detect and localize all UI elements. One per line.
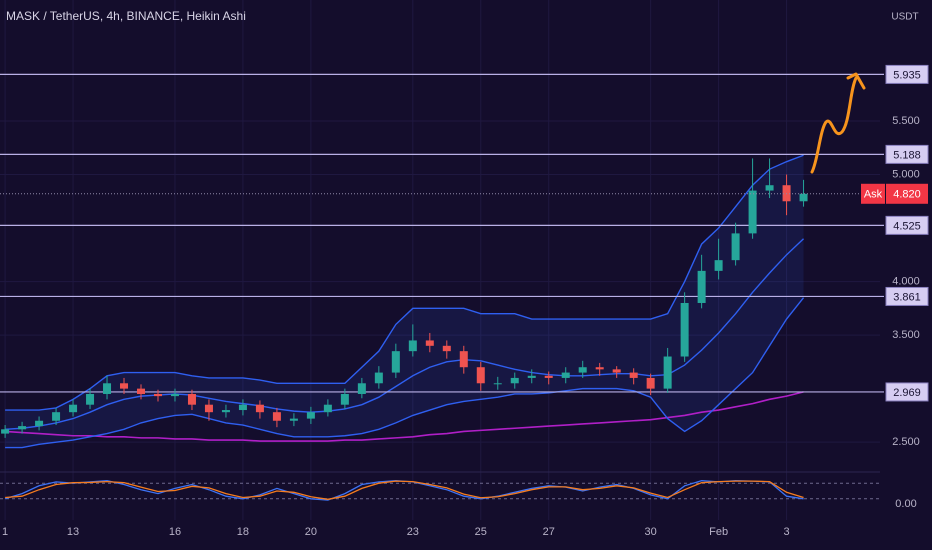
candle-body [86, 393, 95, 405]
candle-body [493, 383, 502, 385]
ask-label: Ask [864, 189, 883, 201]
candle-body [544, 375, 553, 378]
candle-body [323, 404, 332, 413]
price-label-box [885, 286, 929, 306]
candle-body [1, 429, 10, 434]
candle-body [52, 412, 61, 421]
price-label: 5.935 [893, 69, 921, 81]
candle-body [459, 351, 468, 368]
x-tick-label: 25 [475, 526, 487, 538]
upper-band [5, 154, 804, 411]
candle-body [408, 340, 417, 352]
candle-body [782, 185, 791, 202]
price-label: 3.861 [893, 291, 921, 303]
candle-body [255, 404, 264, 413]
price-label: 5.188 [893, 149, 921, 161]
stoch-d [5, 480, 804, 500]
candle-body [748, 190, 757, 234]
candle-body [578, 367, 587, 373]
candle-body [442, 345, 451, 352]
y-tick-label: 2.500 [892, 436, 920, 448]
x-tick-label: 27 [543, 526, 555, 538]
candle-body [476, 367, 485, 384]
x-tick-label: Feb [709, 526, 728, 538]
annotation-arrow [810, 72, 866, 174]
candle-body [561, 372, 570, 378]
plot [0, 73, 884, 501]
ask-box [861, 183, 885, 204]
candle-body [510, 377, 519, 384]
x-tick-label: 18 [237, 526, 249, 538]
candle-body [170, 393, 179, 397]
y-tick-label: 5.500 [892, 115, 920, 127]
price-label-box [885, 382, 929, 402]
candle-body [680, 302, 689, 357]
candle-body [204, 404, 213, 413]
candle-body [289, 418, 298, 421]
x-tick-label: 20 [305, 526, 317, 538]
candle-body [187, 393, 196, 405]
candle-body [799, 193, 808, 202]
x-tick-label: 3 [784, 526, 790, 538]
candle-body [697, 270, 706, 303]
x-tick-label: 13 [67, 526, 79, 538]
candle-body [35, 420, 44, 427]
candle-body [391, 351, 400, 373]
candle-body [137, 388, 146, 394]
candle-body [595, 367, 604, 370]
price-label: 2.969 [893, 387, 921, 399]
x-tick-label: 30 [645, 526, 657, 538]
candle-body [646, 377, 655, 389]
candle-body [714, 260, 723, 271]
candle-body [612, 369, 621, 373]
candle-body [221, 410, 230, 413]
candle-body [629, 372, 638, 378]
currency-label: USDT [891, 12, 918, 23]
ask-value-box [886, 183, 928, 204]
candle-body [765, 185, 774, 191]
price-label-box [885, 64, 929, 84]
price-label: 4.525 [893, 220, 921, 232]
candle-body [731, 233, 740, 261]
x-tick-label: 1 [2, 526, 8, 538]
candle-body [153, 393, 162, 397]
candle-body [357, 383, 366, 394]
candle-body [103, 383, 112, 394]
moving-average [5, 391, 804, 442]
ask-value: 4.820 [893, 189, 921, 201]
y-tick-label: 4.000 [892, 275, 920, 287]
candle-body [306, 412, 315, 419]
chart-title: MASK / TetherUS, 4h, BINANCE, Heikin Ash… [6, 9, 246, 23]
candle-body [69, 404, 78, 413]
stoch-tick-label: 0.00 [895, 498, 916, 510]
candle-body [18, 426, 27, 430]
y-tick-label: 5.000 [892, 168, 920, 180]
candle-body [663, 356, 672, 389]
x-tick-label: 23 [407, 526, 419, 538]
x-tick-label: 16 [169, 526, 181, 538]
candle-body [340, 393, 349, 405]
price-label-box [885, 215, 929, 235]
candle-body [272, 412, 281, 421]
candle-body [425, 340, 434, 346]
lower-band [5, 297, 805, 449]
candle-body [238, 404, 247, 411]
y-tick-label: 3.500 [892, 329, 920, 341]
price-label-box [885, 144, 929, 164]
candle-body [120, 383, 129, 389]
candle-body [527, 375, 536, 378]
candle-body [374, 372, 383, 384]
